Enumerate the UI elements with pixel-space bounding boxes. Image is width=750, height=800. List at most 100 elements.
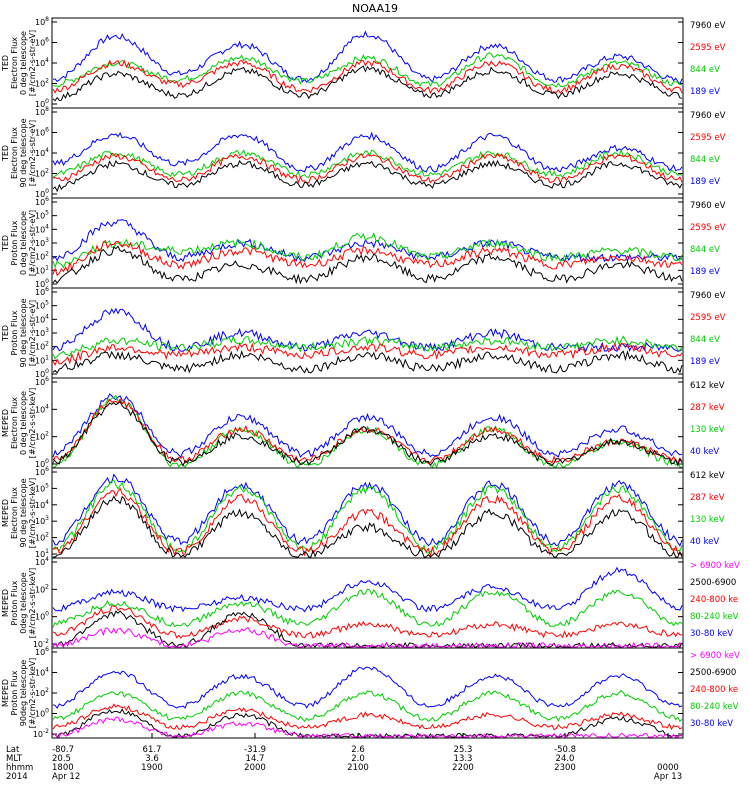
- series-line: [52, 626, 683, 649]
- y-axis-label-line: Proton Flux: [10, 670, 19, 715]
- legend-entry: > 6900 keV: [690, 561, 740, 571]
- y-tick-label: 102: [35, 78, 49, 89]
- footer-value: Apr 12: [52, 772, 80, 782]
- y-tick-label: 106: [35, 37, 49, 48]
- legend-entry: 2595 eV: [690, 313, 726, 323]
- legend-entry: > 6900 keV: [690, 651, 740, 661]
- y-axis-label: TED Proton Flux 0 deg telescope [#/cm2-s-st…: [1, 210, 37, 276]
- legend-entry: 2595 eV: [690, 223, 726, 233]
- y-axis-label-line: [#/cm2-s-str-eV]: [28, 210, 37, 276]
- series-line: [52, 473, 683, 547]
- legend-entry: 2595 eV: [690, 43, 726, 53]
- series-line: [52, 610, 683, 649]
- footer-value: 2000: [244, 763, 266, 773]
- y-tick-label: 106: [35, 196, 49, 207]
- y-axis-label: TED Electron Flux 90 deg telescope [#/cm2-s…: [1, 118, 37, 187]
- legend-entry: 189 eV: [690, 87, 720, 97]
- y-axis-label: TED Proton Flux 90 deg telescope [#/cm2-s-s…: [1, 298, 37, 367]
- y-axis-label: MEPED Electron Flux 0 deg telescope [#/cm2-…: [1, 388, 37, 459]
- series-line: [52, 159, 683, 193]
- legend-entry: 40 keV: [690, 447, 719, 457]
- y-tick-label: 103: [35, 327, 49, 338]
- y-tick-label: 104: [35, 556, 49, 567]
- y-axis-label-line: 0deg telescope: [19, 572, 28, 633]
- y-tick-label: 100: [35, 278, 49, 289]
- y-tick-label: 104: [35, 403, 49, 414]
- y-axis-label-line: [#/cm2-s-str-keV]: [28, 478, 37, 549]
- y-axis-label-line: Proton Flux: [10, 580, 19, 625]
- series-line: [52, 398, 683, 465]
- series-line: [52, 708, 683, 738]
- legend-entry: 2500-6900: [690, 578, 736, 588]
- y-tick-label: 104: [35, 147, 49, 158]
- y-tick-label: 106: [35, 646, 49, 657]
- y-axis-label: MEPED Proton Flux 0deg telescope [#/cm2-s-s…: [1, 568, 37, 639]
- y-axis-label-line: Proton Flux: [10, 310, 19, 355]
- series-line: [52, 605, 683, 639]
- y-axis-label-line: 90 deg telescope: [19, 298, 28, 367]
- y-axis-label-line: TED: [1, 145, 10, 162]
- legend-entry: 7960 eV: [690, 291, 726, 301]
- legend-entry: 612 keV: [690, 471, 725, 481]
- legend-entry: 189 eV: [690, 177, 720, 187]
- y-tick-label: 100: [35, 611, 49, 622]
- footer-value: 20.5: [52, 754, 71, 764]
- series-line: [52, 588, 683, 628]
- legend-entry: 2595 eV: [690, 133, 726, 143]
- y-tick-label: 102: [35, 583, 49, 594]
- series-line: [52, 716, 683, 738]
- y-axis-label-line: [#/cm2-s-str-keV]: [28, 388, 37, 459]
- y-axis-label-line: MEPED: [1, 589, 10, 617]
- footer-row-label: Lat: [6, 745, 20, 755]
- y-tick-label: 104: [35, 667, 49, 678]
- legend-entry: 7960 eV: [690, 111, 726, 121]
- legend-entry: 130 keV: [690, 425, 725, 435]
- y-axis-label-line: Electron Flux: [10, 397, 19, 449]
- y-tick-label: 102: [35, 341, 49, 352]
- y-axis-label-line: Electron Flux: [10, 487, 19, 539]
- legend-entry: 287 keV: [690, 403, 725, 413]
- y-axis-label-line: TED: [1, 235, 10, 252]
- series-line: [52, 148, 683, 179]
- y-tick-label: 101: [35, 354, 49, 365]
- y-axis-label-line: 90 deg telescope: [19, 118, 28, 187]
- series-line: [52, 401, 683, 467]
- footer-value: 25.3: [454, 745, 473, 755]
- legend-entry: 30-80 keV: [690, 629, 733, 639]
- footer-row-label: MLT: [6, 754, 23, 764]
- y-tick-label: 10-2: [33, 638, 49, 649]
- y-tick-label: 102: [35, 431, 49, 442]
- legend-entry: 189 eV: [690, 267, 720, 277]
- y-tick-label: 100: [35, 188, 49, 199]
- series-line: [52, 666, 683, 709]
- legend-entry: 240-800 ke: [690, 685, 738, 695]
- series-line: [52, 232, 683, 269]
- y-axis-label-line: TED: [1, 55, 10, 72]
- y-tick-label: 108: [35, 106, 49, 117]
- y-axis-label: MEPED Proton Flux 90deg telescope [#/cm2-s-…: [1, 658, 37, 729]
- footer-value: 2300: [554, 763, 576, 773]
- series-line: [52, 245, 683, 285]
- footer-row-label: 2014: [6, 772, 28, 782]
- footer-value: 13.3: [454, 754, 473, 764]
- y-tick-label: 102: [35, 687, 49, 698]
- legend-entry: 844 eV: [690, 245, 720, 255]
- y-axis-label-line: [#/cm2-s-str-eV]: [28, 120, 37, 186]
- series-line: [52, 703, 683, 731]
- y-tick-label: 104: [35, 223, 49, 234]
- series-line: [52, 487, 683, 558]
- y-tick-label: 100: [35, 458, 49, 469]
- footer-value: 3.6: [145, 754, 159, 764]
- series-line: [52, 152, 683, 184]
- series-line: [52, 350, 683, 374]
- footer-value: 2200: [452, 763, 474, 773]
- footer-value: 2100: [347, 763, 369, 773]
- legend-entry: 844 eV: [690, 335, 720, 345]
- y-axis-label-line: [#/cm2-s-str-eV]: [28, 30, 37, 96]
- legend-entry: 612 keV: [690, 381, 725, 391]
- series-line: [53, 495, 683, 558]
- legend-entry: 7960 eV: [690, 21, 726, 31]
